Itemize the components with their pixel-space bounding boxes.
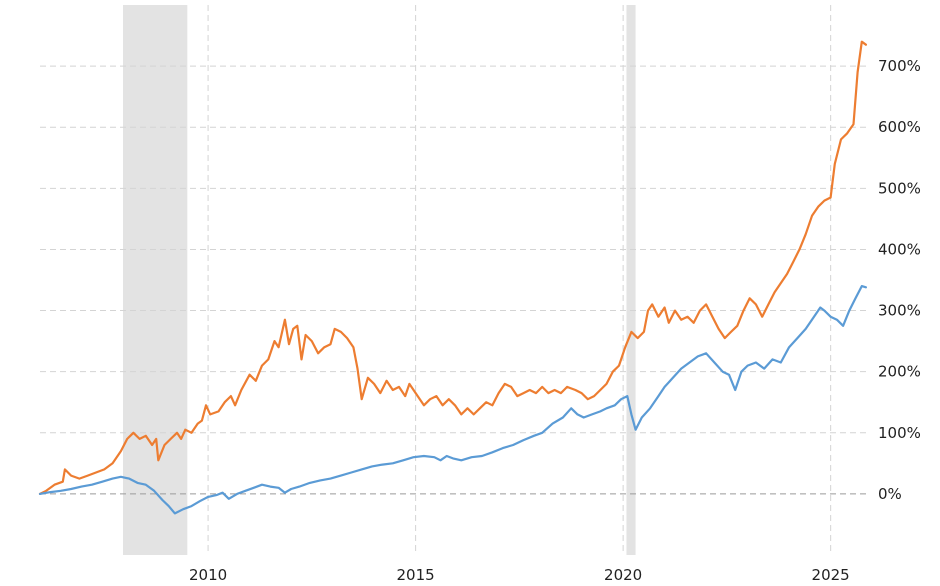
- y-tick-label-700: 700%: [878, 57, 921, 75]
- x-tick-label-2010: 2010: [189, 566, 227, 584]
- horizontal-gridlines: [40, 65, 868, 495]
- x-axis-tick-labels: 2010 2015 2020 2025: [189, 566, 850, 584]
- series-lines: [38, 40, 868, 515]
- shaded-period-1: [123, 5, 188, 555]
- y-tick-label-200: 200%: [878, 363, 921, 381]
- y-tick-label-300: 300%: [878, 302, 921, 320]
- vertical-gridlines: [207, 5, 832, 555]
- shaded-period-2: [626, 5, 636, 555]
- y-tick-label-600: 600%: [878, 118, 921, 136]
- y-tick-label-500: 500%: [878, 179, 921, 197]
- y-tick-label-100: 100%: [878, 424, 921, 442]
- series-line-2: [38, 285, 868, 515]
- y-tick-label-400: 400%: [878, 240, 921, 258]
- series-line-1: [38, 40, 868, 495]
- shaded-periods: [123, 5, 636, 555]
- y-axis-tick-labels: 0% 100% 200% 300% 400% 500% 600% 700%: [878, 57, 921, 503]
- x-tick-label-2015: 2015: [397, 566, 435, 584]
- x-tick-label-2025: 2025: [812, 566, 850, 584]
- x-tick-label-2020: 2020: [604, 566, 642, 584]
- y-tick-label-0: 0%: [878, 485, 902, 503]
